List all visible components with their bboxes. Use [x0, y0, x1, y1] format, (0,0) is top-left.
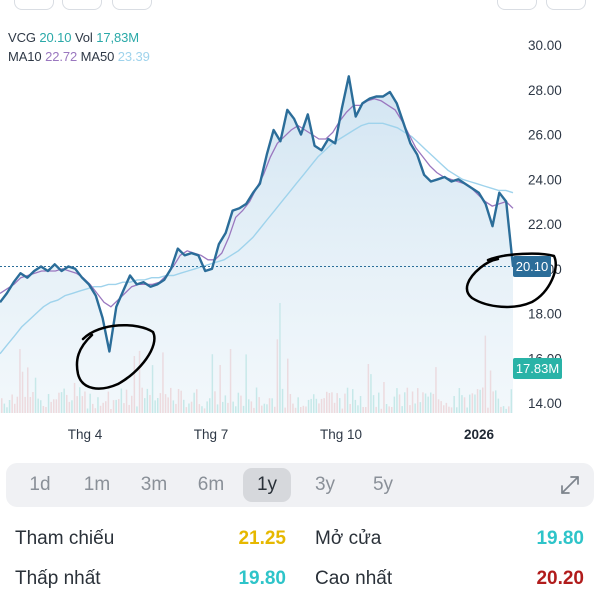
x-tick-label: Thg 7 — [194, 427, 229, 442]
high-price-value: 20.20 — [536, 568, 584, 589]
legend-price: 20.10 — [39, 30, 72, 45]
x-tick-label: Thg 10 — [320, 427, 362, 442]
x-axis-ticks: Thg 4 Thg 7 Thg 10 2026 — [68, 427, 495, 442]
y-axis-ticks: 30.0028.0026.0024.0022.0020.0018.0016.00… — [528, 38, 562, 411]
volume-badge: 17.83M — [513, 358, 562, 379]
low-price-label: Thấp nhất — [15, 568, 101, 589]
symbol-label: VCG — [8, 30, 36, 45]
price-chart[interactable]: 30.0028.0026.0024.0022.0020.0018.0016.00… — [0, 0, 600, 450]
ma10-value: 22.72 — [45, 49, 78, 64]
y-tick-label: 24.00 — [528, 172, 562, 187]
y-tick-label: 22.00 — [528, 217, 562, 232]
y-tick-label: 14.00 — [528, 396, 562, 411]
range-option-5y[interactable]: 5y — [372, 474, 394, 495]
open-price-value: 19.80 — [536, 528, 584, 549]
range-option-1y[interactable]: 1y — [243, 468, 291, 502]
range-option-3y[interactable]: 3y — [314, 474, 336, 495]
range-option-6m[interactable]: 6m — [197, 474, 225, 495]
open-price-label: Mở cửa — [315, 528, 382, 549]
range-option-3m[interactable]: 3m — [140, 474, 168, 495]
y-tick-label: 26.00 — [528, 128, 562, 143]
range-option-1m[interactable]: 1m — [83, 474, 111, 495]
chart-legend: VCG 20.10 Vol 17,83M MA10 22.72 MA50 23.… — [8, 28, 150, 66]
time-range-selector: 1d 1m 3m 6m 1y 3y 5y — [6, 463, 594, 507]
x-tick-label: Thg 4 — [68, 427, 103, 442]
annotation-circle — [465, 252, 557, 309]
y-tick-label: 18.00 — [528, 307, 562, 322]
legend-row-ma: MA10 22.72 MA50 23.39 — [8, 47, 150, 66]
ma50-label: MA50 — [80, 49, 115, 64]
expand-diagonal-icon[interactable] — [555, 471, 585, 499]
current-price-badge: 20.10 — [513, 256, 551, 277]
reference-price-label: Tham chiếu — [15, 528, 115, 549]
y-tick-label: 30.00 — [528, 38, 562, 53]
annotation-circle — [75, 323, 156, 390]
low-price-value: 19.80 — [238, 568, 286, 589]
ma50-value: 23.39 — [117, 49, 150, 64]
range-option-1d[interactable]: 1d — [29, 474, 51, 495]
ma50-line — [0, 122, 514, 355]
price-line — [0, 75, 515, 353]
volume-label: Vol — [74, 30, 93, 45]
x-tick-label: 2026 — [464, 427, 495, 442]
high-price-label: Cao nhất — [315, 568, 393, 589]
legend-volume: 17,83M — [96, 30, 140, 45]
legend-row-price: VCG 20.10 Vol 17,83M — [8, 28, 150, 47]
top-toolbar-partial — [0, 0, 600, 10]
y-tick-label: 28.00 — [528, 83, 562, 98]
ma10-label: MA10 — [8, 49, 42, 64]
price-area-fill — [0, 76, 513, 414]
reference-price-value: 21.25 — [238, 528, 286, 549]
